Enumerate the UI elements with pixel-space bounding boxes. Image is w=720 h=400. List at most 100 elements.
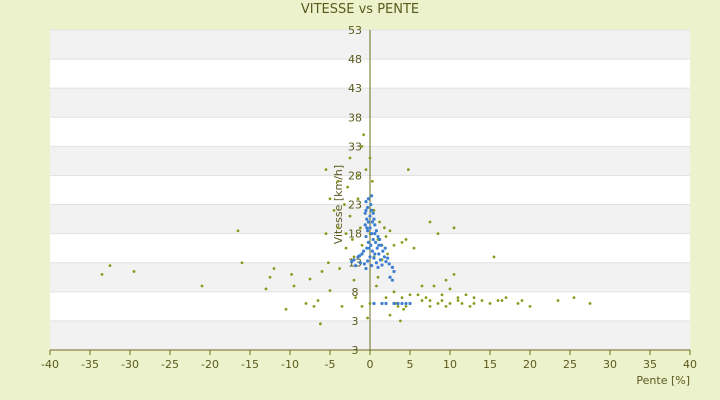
scatter-point xyxy=(424,296,428,300)
scatter-point xyxy=(377,252,381,256)
x-tick-label: -10 xyxy=(281,358,299,371)
scatter-point xyxy=(352,255,356,259)
scatter-point xyxy=(520,299,524,302)
scatter-point xyxy=(376,265,380,269)
scatter-point xyxy=(408,293,412,297)
scatter-point xyxy=(572,296,576,300)
scatter-point xyxy=(365,226,369,230)
x-tick-label: -35 xyxy=(81,358,99,371)
scatter-point xyxy=(272,267,276,270)
scatter-point xyxy=(354,264,358,268)
scatter-point xyxy=(392,243,396,247)
scatter-point xyxy=(374,229,378,233)
scatter-point xyxy=(368,255,372,259)
scatter-point xyxy=(444,304,448,308)
scatter-point xyxy=(378,237,382,242)
scatter-point xyxy=(364,234,368,239)
scatter-point xyxy=(364,208,368,212)
scatter-point xyxy=(354,296,357,300)
scatter-point xyxy=(366,197,370,201)
scatter-point xyxy=(404,238,408,241)
scatter-point xyxy=(338,267,341,270)
scatter-point xyxy=(400,240,404,244)
scatter-point xyxy=(488,302,492,305)
scatter-point xyxy=(388,313,392,317)
scatter-point xyxy=(312,304,316,308)
scatter-point xyxy=(496,299,500,302)
scatter-point xyxy=(388,229,392,233)
scatter-point xyxy=(390,265,394,269)
y-tick-label: 33 xyxy=(348,140,362,153)
scatter-point xyxy=(360,243,364,247)
scatter-point xyxy=(368,226,372,230)
scatter-point xyxy=(304,302,308,305)
scatter-point xyxy=(308,277,312,281)
scatter-point xyxy=(386,252,389,256)
scatter-point xyxy=(365,217,369,221)
x-tick-label: 30 xyxy=(603,358,617,371)
scatter-point xyxy=(516,302,520,305)
scatter-point xyxy=(340,304,344,308)
scatter-point xyxy=(100,272,104,276)
scatter-point xyxy=(504,296,508,300)
scatter-point xyxy=(360,252,364,256)
x-tick-label: 25 xyxy=(563,358,577,371)
scatter-point xyxy=(368,156,372,160)
scatter-point xyxy=(370,208,374,212)
scatter-point xyxy=(364,266,368,271)
scatter-point xyxy=(351,238,354,241)
scatter-point xyxy=(369,243,373,247)
scatter-point xyxy=(360,304,364,308)
x-tick-label: -30 xyxy=(121,358,139,371)
scatter-point xyxy=(375,246,379,250)
scatter-point xyxy=(428,220,432,224)
scatter-point xyxy=(358,254,362,258)
scatter-point xyxy=(320,270,324,273)
y-tick-label: 28 xyxy=(348,169,362,182)
scatter-point xyxy=(440,293,444,297)
scatter-point xyxy=(404,304,408,308)
scatter-point xyxy=(388,275,392,279)
scatter-point xyxy=(420,284,424,288)
x-axis-title: Pente [%] xyxy=(636,374,690,387)
scatter-point xyxy=(367,246,371,250)
scatter-point xyxy=(360,144,364,148)
scatter-point xyxy=(378,220,381,224)
scatter-point xyxy=(363,223,367,227)
scatter-point xyxy=(268,275,272,279)
scatter-point xyxy=(376,234,380,239)
scatter-point xyxy=(363,211,367,215)
scatter-point xyxy=(292,284,296,288)
scatter-point xyxy=(384,301,388,306)
scatter-point xyxy=(456,296,460,300)
scatter-point xyxy=(456,299,460,302)
y-tick-label: 3 xyxy=(352,344,359,357)
scatter-point xyxy=(352,258,356,262)
scatter-point xyxy=(384,235,388,238)
scatter-point xyxy=(346,185,349,189)
scatter-point xyxy=(236,229,240,233)
scatter-point xyxy=(348,156,352,160)
scatter-point xyxy=(108,264,112,268)
scatter-point xyxy=(364,168,368,172)
scatter-point xyxy=(327,261,330,265)
scatter-point xyxy=(452,226,456,230)
scatter-point xyxy=(364,200,368,204)
scatter-point xyxy=(373,232,377,236)
scatter-point xyxy=(528,304,532,308)
scatter-point xyxy=(264,287,268,291)
y-tick-label: 43 xyxy=(348,82,362,95)
scatter-point xyxy=(412,246,416,250)
scatter-point xyxy=(366,240,370,244)
scatter-point xyxy=(372,256,376,260)
scatter-point xyxy=(408,301,412,306)
scatter-point xyxy=(392,269,396,274)
scatter-point xyxy=(372,217,376,221)
scatter-point xyxy=(464,293,468,297)
scatter-point xyxy=(376,275,380,279)
scatter-point xyxy=(362,133,365,137)
scatter-point xyxy=(366,316,369,320)
scatter-point xyxy=(375,284,378,288)
x-tick-label: 40 xyxy=(683,358,697,371)
